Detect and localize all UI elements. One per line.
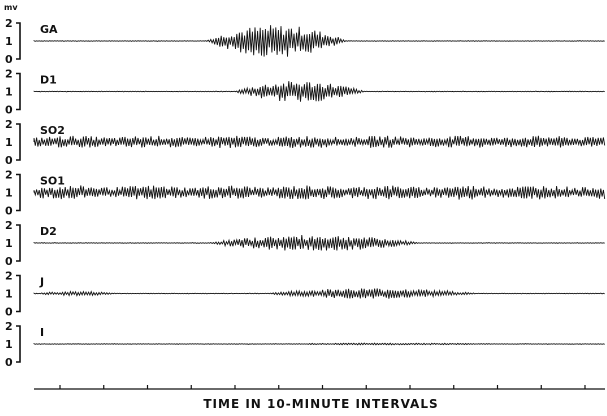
y-tick-label: 1 [5,187,13,200]
y-unit-label: mv [4,3,18,12]
trace-label: D1 [40,74,57,87]
trace-so1: 2 1 0 SO1 [5,169,606,218]
trace-waveform [33,185,606,200]
trace-label: I [40,326,44,339]
trace-label: J [39,276,44,289]
y-tick-label: 0 [5,205,13,218]
time-axis [34,385,605,390]
y-tick-label: 2 [5,320,13,333]
y-scale-bracket [16,72,21,111]
trace-label: D2 [40,225,57,238]
y-tick-label: 1 [5,338,13,351]
y-tick-label: 1 [5,86,13,99]
trace-so2: 2 1 0 SO2 [5,118,606,167]
y-tick-label: 1 [5,237,13,250]
y-tick-label: 2 [5,68,13,81]
y-tick-label: 1 [5,288,13,301]
y-scale-bracket [16,274,21,313]
y-tick-label: 2 [5,270,13,283]
y-tick-label: 2 [5,118,13,131]
trace-label: SO2 [40,124,65,137]
trace-j: 2 1 0 J [5,270,605,319]
trace-waveform [33,81,605,102]
trace-i: 2 1 0 I [5,320,605,369]
y-tick-label: 2 [5,17,13,30]
y-scale-bracket [16,22,21,60]
trace-waveform [33,25,605,57]
y-tick-label: 2 [5,219,13,232]
y-tick-label: 0 [5,154,13,167]
y-tick-label: 0 [5,53,13,66]
trace-waveform [33,135,606,149]
y-scale-bracket [16,123,21,161]
y-scale-bracket [16,325,21,363]
y-tick-label: 0 [5,356,13,369]
y-tick-label: 2 [5,169,13,182]
trace-waveform [33,288,605,299]
y-tick-label: 0 [5,306,13,319]
trace-waveform [33,342,605,346]
y-tick-label: 0 [5,104,13,117]
y-scale-bracket [16,173,21,212]
trace-waveform [33,234,605,251]
trace-label: SO1 [40,175,65,188]
y-scale-bracket [16,224,21,262]
y-tick-label: 0 [5,255,13,268]
trace-d1: 2 1 0 D1 [5,68,605,117]
y-tick-label: 1 [5,136,13,149]
x-axis-label: TIME IN 10-MINUTE INTERVALS [203,397,438,411]
trace-ga: 2 1 0 GA [5,17,605,66]
y-tick-label: 1 [5,35,13,48]
trace-d2: 2 1 0 D2 [5,219,605,268]
trace-label: GA [40,23,58,36]
